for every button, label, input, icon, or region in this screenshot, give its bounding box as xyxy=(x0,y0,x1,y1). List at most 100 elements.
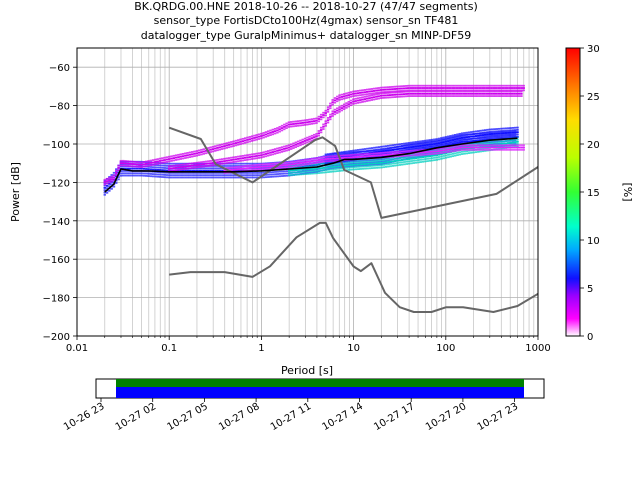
pdf-cell xyxy=(347,96,350,99)
pdf-cell xyxy=(170,176,173,179)
pdf-cell xyxy=(486,135,489,138)
pdf-cell xyxy=(432,148,436,151)
pdf-cell xyxy=(301,164,305,166)
x-tick-label: 10 xyxy=(347,343,360,354)
pdf-cell xyxy=(179,167,183,170)
pdf-cell xyxy=(439,92,443,95)
pdf-cell xyxy=(345,150,348,153)
pdf-cell xyxy=(287,144,291,147)
pdf-cell xyxy=(359,168,362,170)
pdf-cell xyxy=(386,94,390,97)
pdf-cell xyxy=(403,147,406,150)
pdf-cell xyxy=(345,165,349,168)
pdf-cell xyxy=(495,130,498,133)
pdf-cell xyxy=(350,162,353,165)
pdf-cell xyxy=(253,168,256,171)
pdf-cell xyxy=(133,163,136,166)
pdf-cell xyxy=(464,84,468,87)
pdf-cell xyxy=(250,155,254,158)
pdf-cell xyxy=(364,164,367,167)
pdf-cell xyxy=(425,153,429,156)
pdf-cell xyxy=(501,84,505,87)
pdf-cell xyxy=(122,174,125,177)
pdf-cell xyxy=(278,173,282,175)
pdf-cell xyxy=(478,87,482,89)
pdf-cell xyxy=(504,133,508,136)
pdf-cell xyxy=(522,84,525,87)
pdf-cell xyxy=(441,89,445,92)
pdf-cell xyxy=(186,174,189,177)
pdf-cell xyxy=(410,155,413,158)
pdf-cell xyxy=(382,94,385,97)
pdf-cell xyxy=(103,180,106,182)
pdf-cell xyxy=(439,95,443,97)
pdf-cell xyxy=(154,173,157,176)
pdf-cell xyxy=(251,169,254,171)
pdf-cell xyxy=(168,167,171,170)
pdf-cell xyxy=(494,84,498,87)
pdf-cell xyxy=(492,144,496,147)
pdf-cell xyxy=(356,151,360,154)
pdf-cell xyxy=(255,134,258,136)
pdf-cell xyxy=(253,134,256,137)
pdf-cell xyxy=(168,155,171,158)
pdf-cell xyxy=(290,161,293,164)
pdf-cell xyxy=(398,155,401,158)
pdf-cell xyxy=(246,174,249,177)
pdf-cell xyxy=(253,139,256,142)
pdf-cell xyxy=(306,173,309,175)
pdf-cell xyxy=(324,112,327,114)
pdf-cell xyxy=(315,167,319,170)
pdf-cell xyxy=(455,90,459,93)
pdf-cell xyxy=(290,174,293,176)
pdf-cell xyxy=(186,165,189,168)
pdf-cell xyxy=(211,148,215,151)
pdf-cell xyxy=(458,147,461,149)
pdf-cell xyxy=(211,164,215,167)
pdf-cell xyxy=(396,159,399,162)
pdf-cell xyxy=(218,167,222,170)
pdf-cell xyxy=(511,95,514,97)
timeline-bar-top xyxy=(116,379,524,387)
pdf-cell xyxy=(479,150,482,153)
pdf-cell xyxy=(308,140,311,143)
pdf-cell xyxy=(365,95,369,98)
pdf-cell xyxy=(504,84,507,87)
pdf-cell xyxy=(417,147,420,150)
pdf-cell xyxy=(504,134,508,137)
pdf-cell xyxy=(165,174,169,176)
pdf-cell xyxy=(444,89,447,92)
pdf-cell xyxy=(313,133,316,136)
pdf-cell xyxy=(175,174,178,177)
pdf-cell xyxy=(341,169,344,172)
pdf-cell xyxy=(493,132,496,135)
pdf-cell xyxy=(368,149,371,152)
pdf-cell xyxy=(426,146,429,149)
pdf-cell xyxy=(446,84,449,87)
pdf-cell xyxy=(366,152,369,155)
pdf-cell xyxy=(347,91,350,94)
pdf-cell xyxy=(336,170,339,173)
pdf-cell xyxy=(170,155,173,158)
pdf-cell xyxy=(504,142,508,145)
pdf-cell xyxy=(161,169,164,172)
pdf-cell xyxy=(435,92,438,95)
pdf-cell xyxy=(299,141,302,144)
pdf-cell xyxy=(414,154,417,157)
pdf-cell xyxy=(495,137,498,140)
pdf-cell xyxy=(225,144,228,147)
pdf-cell xyxy=(465,138,468,141)
pdf-cell xyxy=(200,153,203,156)
pdf-cell xyxy=(214,147,217,150)
pdf-cell xyxy=(147,162,150,165)
pdf-cell xyxy=(235,171,238,174)
x-tick-label: 1 xyxy=(258,343,264,354)
pdf-cell xyxy=(437,89,440,92)
pdf-cell xyxy=(110,178,113,181)
pdf-cell xyxy=(458,132,462,135)
colorbar-label: [%] xyxy=(621,182,634,201)
pdf-cell xyxy=(315,157,318,160)
pdf-cell xyxy=(292,120,295,123)
pdf-cell xyxy=(223,145,226,148)
pdf-cell xyxy=(165,164,169,167)
